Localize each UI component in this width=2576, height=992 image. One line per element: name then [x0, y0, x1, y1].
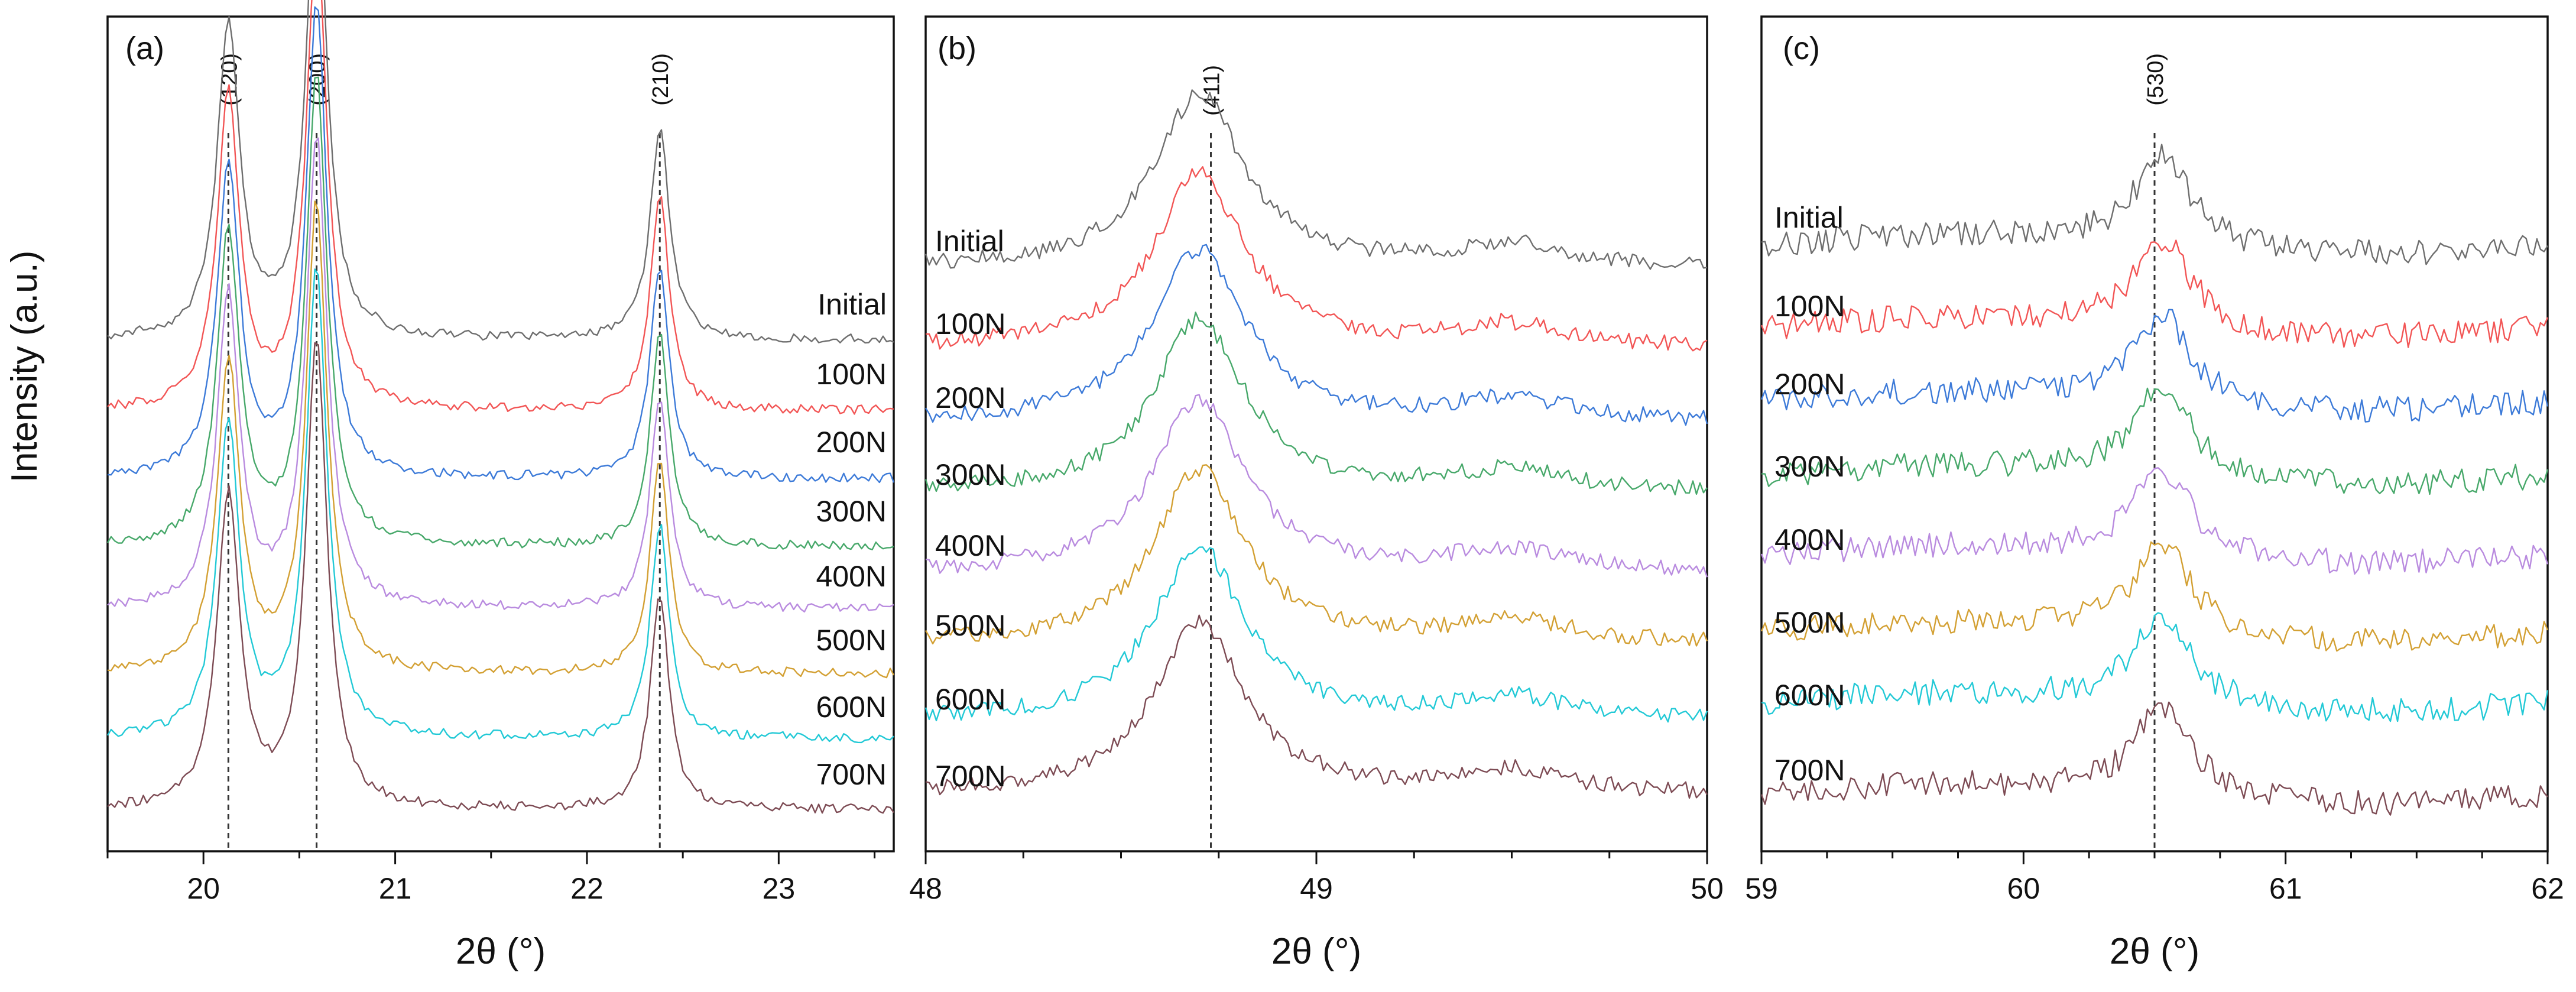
series-label-400N: 400N — [1774, 523, 1845, 556]
trace-300N — [106, 76, 894, 550]
x-tick-label: 62 — [2531, 872, 2564, 905]
panel-b-x-axis-label: 2θ (°) — [1271, 931, 1361, 972]
panel-c-frame — [1760, 15, 2549, 852]
trace-Initial — [924, 89, 1708, 270]
x-tick-label: 22 — [570, 872, 604, 905]
trace-200N — [924, 244, 1708, 426]
series-label-700N: 700N — [816, 758, 887, 791]
trace-Initial — [1761, 144, 2549, 265]
series-label-200N: 200N — [1774, 368, 1845, 401]
trace-300N — [1761, 387, 2549, 495]
panel-a-label: (a) — [125, 31, 164, 66]
trace-100N — [925, 166, 1708, 352]
trace-400N — [925, 394, 1708, 578]
trace-700N — [925, 614, 1708, 799]
trace-100N — [1760, 239, 2549, 348]
trace-100N — [107, 0, 894, 415]
panel-b-label: (b) — [937, 31, 976, 66]
series-label-600N: 600N — [1774, 679, 1845, 712]
panel-b-frame — [924, 15, 1708, 852]
panel-a-x-axis-label: 2θ (°) — [456, 931, 546, 972]
series-label-200N: 200N — [935, 381, 1006, 414]
trace-600N — [106, 268, 894, 744]
trace-Initial — [107, 0, 894, 344]
panel-c-x-ticks: 59 60 61 62 — [1745, 851, 2564, 905]
series-label-300N: 300N — [816, 495, 887, 528]
panel-c-x-axis-label: 2θ (°) — [2110, 931, 2199, 972]
x-tick-label: 48 — [909, 872, 942, 905]
panel-c-series-labels: Initial 100N 200N 300N 400N 500N 600N 700N — [1774, 201, 1845, 787]
panel-b-traces — [924, 89, 1708, 799]
panel-c-traces — [1760, 144, 2549, 816]
series-label-300N: 300N — [935, 458, 1006, 491]
panel-a: (a) (120) (200) (210) Initial100N200N300N4… — [106, 0, 895, 972]
series-label-400N: 400N — [816, 560, 887, 593]
peak-label-(530): (530) — [2143, 53, 2168, 106]
series-label-500N: 500N — [1774, 606, 1845, 639]
panel-b-series-labels: Initial 100N 200N 300N 400N 500N 600N 700N — [935, 225, 1006, 793]
series-label-100N: 100N — [935, 307, 1006, 341]
trace-300N — [924, 312, 1708, 495]
panel-a-traces — [106, 0, 895, 814]
x-tick-label: 59 — [1745, 872, 1778, 905]
panel-b-x-ticks: 48 49 50 — [909, 851, 1724, 905]
series-label-500N: 500N — [816, 624, 887, 657]
panel-b-reference-lines: (411) — [1200, 65, 1225, 851]
panel-b: (b) (411) Initial 100N 200N 300N 400N 500N 600… — [909, 15, 1724, 972]
trace-700N — [107, 342, 894, 814]
x-tick-label: 20 — [187, 872, 220, 905]
panel-c-label: (c) — [1783, 31, 1820, 66]
series-label-600N: 600N — [935, 683, 1006, 716]
trace-200N — [107, 6, 895, 484]
panel-c: (c) (530) Initial 100N 200N 300N 400N 500N 600… — [1745, 15, 2564, 972]
series-label-500N: 500N — [935, 609, 1006, 642]
y-axis-label: Intensity (a.u.) — [4, 251, 45, 483]
x-tick-label: 50 — [1691, 872, 1724, 905]
x-tick-label: 61 — [2269, 872, 2302, 905]
series-label-600N: 600N — [816, 690, 887, 724]
series-label-400N: 400N — [935, 529, 1006, 562]
trace-200N — [1760, 309, 2549, 423]
x-tick-label: 21 — [379, 872, 412, 905]
panel-a-x-ticks: 20 21 22 23 — [106, 851, 876, 905]
series-label-100N: 100N — [816, 358, 887, 391]
series-label-700N: 700N — [1774, 754, 1845, 787]
trace-400N — [107, 137, 894, 613]
panel-a-series-labels: Initial 100N 200N 300N 400N 500N 600N 700N — [816, 288, 887, 791]
trace-700N — [1760, 701, 2548, 816]
series-label-200N: 200N — [816, 426, 887, 459]
peak-label-(411): (411) — [1200, 65, 1225, 116]
trace-400N — [1760, 467, 2549, 575]
series-label-700N: 700N — [935, 760, 1006, 793]
trace-500N — [107, 200, 895, 679]
trace-500N — [1760, 541, 2549, 652]
series-label-300N: 300N — [1774, 450, 1845, 483]
x-tick-label: 60 — [2007, 872, 2040, 905]
panel-a-frame — [106, 15, 895, 852]
series-label-Initial: Initial — [817, 288, 887, 321]
series-label-Initial: Initial — [1774, 201, 1844, 234]
series-label-100N: 100N — [1774, 290, 1845, 323]
peak-label-(210): (210) — [648, 53, 673, 106]
trace-500N — [924, 464, 1708, 647]
panel-c-reference-lines: (530) — [2143, 53, 2168, 851]
x-tick-label: 49 — [1300, 872, 1333, 905]
series-label-Initial: Initial — [935, 225, 1004, 258]
trace-600N — [1761, 612, 2549, 722]
x-tick-label: 23 — [763, 872, 796, 905]
trace-600N — [924, 546, 1708, 723]
